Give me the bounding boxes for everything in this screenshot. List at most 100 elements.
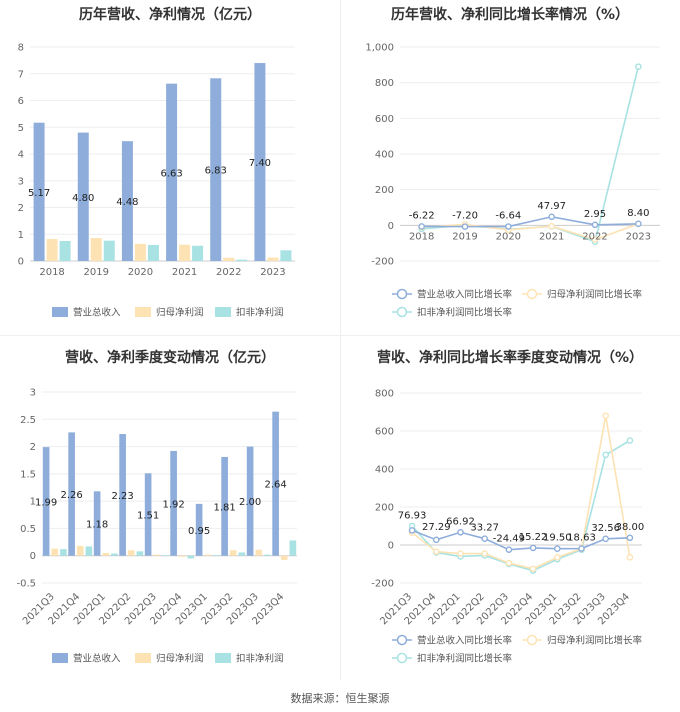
data-point <box>457 550 464 557</box>
data-label: 2.23 <box>111 491 133 502</box>
bar <box>33 122 45 261</box>
data-label: 47.97 <box>537 201 566 212</box>
data-label: 1.99 <box>35 497 57 508</box>
data-point <box>548 222 555 230</box>
bar <box>93 491 101 556</box>
legend-swatch <box>135 653 151 663</box>
data-point <box>505 559 513 567</box>
series-line <box>421 215 639 228</box>
x-tick-label: 2020 <box>496 231 521 242</box>
legend-label: 扣非净利润 <box>236 653 284 665</box>
data-label: 1.92 <box>162 499 184 510</box>
legend-marker <box>396 288 408 300</box>
data-point <box>578 545 585 552</box>
y-tick-label: 400 <box>375 150 394 161</box>
x-tick-label: 2019 <box>452 231 477 242</box>
bar <box>255 549 263 556</box>
bar <box>162 555 169 556</box>
y-tick-label: 6 <box>18 96 24 107</box>
y-tick-label: 2.5 <box>20 415 36 426</box>
data-point <box>461 223 469 230</box>
bar <box>238 552 246 556</box>
data-point <box>553 545 561 553</box>
bar <box>246 446 254 556</box>
data-source-note: 数据来源：恒生聚源 <box>290 692 390 705</box>
data-label: 2.26 <box>60 490 82 501</box>
data-point <box>481 535 488 542</box>
bar <box>280 250 292 261</box>
legend-label: 扣非净利润同比增长率 <box>417 653 513 665</box>
bar <box>111 553 118 556</box>
y-tick-label: 8 <box>18 43 24 54</box>
legend-marker <box>396 652 408 664</box>
y-tick-label: 800 <box>375 78 394 89</box>
data-point <box>635 63 642 70</box>
legend-swatch <box>215 653 231 663</box>
bar <box>264 554 271 556</box>
data-label: 32.56 <box>591 523 620 534</box>
bar <box>236 259 248 261</box>
y-tick-label: 1 <box>30 497 36 508</box>
legend-marker <box>396 306 408 318</box>
y-tick-label: 7 <box>18 69 24 80</box>
data-point <box>602 451 610 459</box>
x-tick-label: 2018 <box>39 267 64 278</box>
y-tick-label: 0 <box>18 257 24 268</box>
y-tick-label: 3 <box>30 388 36 399</box>
data-point <box>481 550 488 557</box>
data-point <box>591 221 599 229</box>
data-label: 5.17 <box>28 188 50 199</box>
series-line <box>421 223 639 241</box>
bar <box>254 63 266 261</box>
legend-swatch <box>215 307 231 317</box>
series-line <box>411 415 631 570</box>
data-label: 27.29 <box>422 522 451 533</box>
data-label: 2.00 <box>239 497 261 508</box>
y-tick-label: 0 <box>30 551 36 562</box>
y-tick-label: 2 <box>18 203 24 214</box>
data-label: -6.64 <box>495 211 521 222</box>
data-point <box>505 546 513 553</box>
data-label: 2.64 <box>264 480 286 491</box>
quarterly-line-chart: -200 0 200 400 600 800 76.9327.2966.9233.27-24… <box>371 389 645 665</box>
quarterly-growth-panel: 营收、净利同比增长率季度变动情况（%） -200 0 200 400 600 800 76.… <box>340 335 680 680</box>
bar <box>121 141 133 261</box>
bar <box>147 244 159 261</box>
data-label: -6.22 <box>409 210 435 221</box>
data-point <box>602 535 610 543</box>
bar <box>134 243 146 261</box>
x-tick-label: 2023 <box>626 231 651 242</box>
data-point <box>529 565 537 573</box>
data-point <box>626 534 634 542</box>
legend-label: 归母净利润同比增长率 <box>547 289 643 301</box>
chart-title: 营收、净利季度变动情况（亿元） <box>65 350 275 366</box>
bar <box>210 78 222 261</box>
bar <box>187 555 195 559</box>
data-point <box>418 223 425 230</box>
y-tick-label: -200 <box>371 257 394 268</box>
x-tick-label: 2019 <box>84 267 109 278</box>
data-label: -24.49 <box>493 534 525 545</box>
bar <box>204 554 212 556</box>
bar <box>179 244 191 261</box>
legend-swatch <box>52 307 68 317</box>
annual-revenue-profit-panel: 历年营收、净利情况（亿元） 0 1 2 3 4 5 6 7 8 5.17 4.80 4.48 6.63 6… <box>0 0 340 335</box>
data-label: 1.51 <box>137 511 159 522</box>
x-tick-label: 2022 <box>216 267 241 278</box>
y-tick-label: 400 <box>375 465 394 476</box>
y-tick-label: -0.5 <box>16 579 36 590</box>
legend-label: 营业总收入 <box>73 307 121 319</box>
data-label: -7.20 <box>452 211 478 222</box>
legend-marker <box>526 288 538 300</box>
data-label: 38.00 <box>616 522 645 533</box>
legend-label: 扣非净利润 <box>236 307 284 319</box>
bar <box>60 549 67 556</box>
bar <box>229 550 237 556</box>
bar <box>195 503 203 556</box>
data-point <box>591 236 599 243</box>
data-label: 4.80 <box>72 193 94 204</box>
data-point <box>433 536 440 544</box>
legend-label: 营业总收入 <box>73 653 121 665</box>
data-label: 0.95 <box>188 526 210 537</box>
legend-swatch <box>135 307 151 317</box>
